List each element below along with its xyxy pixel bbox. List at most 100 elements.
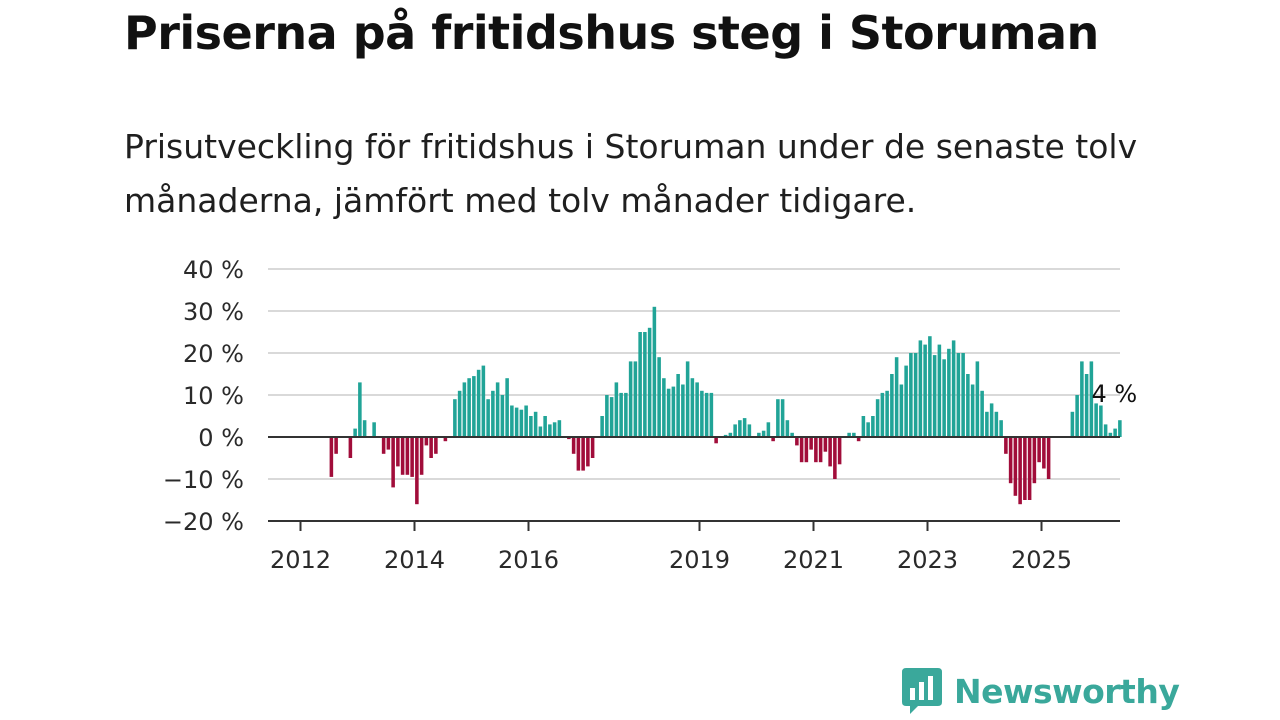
- bar: [1008, 437, 1013, 484]
- bar: [514, 407, 519, 437]
- newsworthy-logo-icon: [902, 668, 942, 714]
- bar: [1118, 420, 1122, 437]
- bar: [457, 390, 462, 437]
- bar: [500, 395, 505, 437]
- bar: [624, 392, 628, 437]
- bar: [970, 384, 975, 437]
- bar: [505, 378, 509, 437]
- bar: [928, 336, 932, 437]
- bar: [918, 340, 923, 437]
- bar: [391, 437, 395, 488]
- bar: [852, 432, 856, 437]
- x-tick-label: 2014: [384, 546, 445, 574]
- bar: [543, 416, 547, 437]
- bar: [681, 384, 685, 437]
- bar: [429, 437, 433, 458]
- bar: [590, 437, 595, 458]
- bar: [947, 348, 951, 437]
- bar: [567, 437, 571, 440]
- bar: [1084, 374, 1089, 437]
- bar: [1046, 437, 1051, 479]
- bar: [386, 437, 391, 450]
- y-tick-label: −10 %: [163, 466, 244, 494]
- bar: [652, 306, 657, 437]
- bar: [676, 374, 680, 437]
- bar: [533, 411, 538, 437]
- bar: [1080, 361, 1084, 437]
- bar: [714, 437, 718, 444]
- bar: [913, 353, 918, 437]
- bar-chart: 40 %30 %20 %10 %0 %−10 %−20 % 2012 2014 20…: [163, 256, 1137, 574]
- bar: [956, 353, 961, 437]
- bar: [666, 388, 671, 437]
- bar: [685, 361, 690, 437]
- bar: [1032, 437, 1037, 484]
- bar: [434, 437, 438, 454]
- bar: [790, 432, 794, 437]
- bar: [780, 399, 785, 437]
- bar: [643, 332, 647, 437]
- bar: [932, 355, 937, 437]
- bar: [571, 437, 576, 454]
- bar: [757, 432, 761, 437]
- bar: [890, 374, 894, 437]
- bar: [833, 437, 837, 479]
- bar: [348, 437, 353, 458]
- bar: [809, 437, 813, 450]
- bar: [662, 378, 666, 437]
- bar: [619, 392, 623, 437]
- bar: [785, 420, 790, 437]
- bar: [738, 420, 742, 437]
- bar: [847, 432, 851, 437]
- newsworthy-logo-text: Newsworthy: [954, 671, 1180, 711]
- bar: [605, 395, 609, 437]
- x-tick-label: 2016: [498, 546, 559, 574]
- bar: [410, 437, 414, 477]
- bar: [771, 437, 775, 442]
- bar: [510, 405, 514, 437]
- bar: [1004, 437, 1008, 454]
- bar: [904, 365, 908, 437]
- bar: [937, 344, 942, 437]
- bar: [647, 327, 652, 437]
- bar: [486, 399, 490, 437]
- bar: [329, 437, 334, 477]
- bar: [453, 399, 457, 437]
- bar: [700, 390, 704, 437]
- bar: [372, 422, 376, 437]
- bar: [362, 420, 367, 437]
- bar: [728, 432, 733, 437]
- bar: [581, 437, 585, 471]
- bar-series: [329, 306, 1122, 505]
- bar: [671, 386, 676, 437]
- axes: [268, 436, 1120, 531]
- bar: [989, 403, 994, 437]
- bar: [894, 357, 899, 437]
- bar: [481, 365, 486, 437]
- bar: [909, 353, 913, 437]
- x-tick-label: 2023: [897, 546, 958, 574]
- bar: [1108, 432, 1113, 437]
- bar: [472, 376, 476, 437]
- bar: [1103, 424, 1108, 437]
- y-tick-label: 40 %: [183, 256, 244, 284]
- x-tick-label: 2021: [783, 546, 844, 574]
- bar: [885, 390, 889, 437]
- bar: [723, 434, 728, 437]
- bar: [638, 332, 642, 437]
- chart-title: Priserna på fritidshus steg i Storuman: [124, 6, 1099, 60]
- bar: [856, 437, 861, 442]
- bar: [586, 437, 590, 467]
- bar: [415, 437, 419, 505]
- y-tick-label: 20 %: [183, 340, 244, 368]
- bar: [951, 340, 956, 437]
- bar: [491, 390, 495, 437]
- x-tick-label: 2025: [1011, 546, 1072, 574]
- bar: [443, 437, 448, 442]
- bar: [381, 437, 386, 454]
- bar: [980, 390, 984, 437]
- bar: [871, 416, 875, 437]
- bar: [690, 378, 695, 437]
- bar: [880, 392, 885, 437]
- bar: [899, 384, 904, 437]
